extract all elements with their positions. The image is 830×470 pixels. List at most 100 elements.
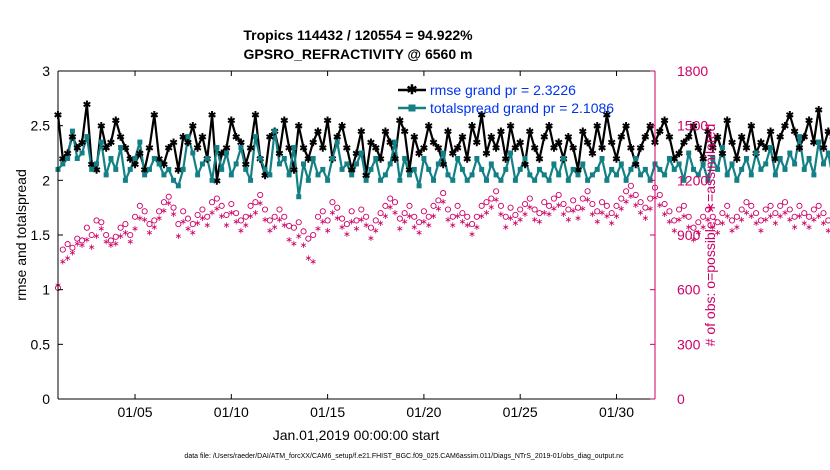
rmse-point: ✱ bbox=[193, 144, 202, 155]
obs-assimilated-point: ∗ bbox=[420, 216, 428, 226]
obs-assimilated-point: ∗ bbox=[478, 211, 486, 221]
obs-possible-point bbox=[680, 202, 687, 209]
spread-point bbox=[445, 172, 451, 178]
spread-point bbox=[768, 145, 774, 151]
spread-point bbox=[686, 150, 692, 156]
obs-assimilated-point: ∗ bbox=[776, 211, 784, 221]
legend-rmse-marker: ✱ bbox=[407, 82, 418, 97]
obs-possible-point bbox=[180, 208, 187, 215]
obs-assimilated-point: ∗ bbox=[295, 231, 303, 241]
obs-possible-point bbox=[724, 202, 731, 209]
obs-assimilated-point: ∗ bbox=[117, 231, 125, 241]
rmse-point: ✱ bbox=[381, 127, 390, 138]
obs-possible-point bbox=[642, 204, 649, 211]
obs-assimilated-point: ∗ bbox=[199, 213, 207, 223]
rmse-point: ✱ bbox=[497, 127, 506, 138]
spread-point bbox=[291, 145, 297, 151]
y-left-tick-label: 2.5 bbox=[31, 118, 51, 134]
obs-assimilated-point: ∗ bbox=[666, 216, 674, 226]
spread-point bbox=[546, 177, 552, 183]
spread-point bbox=[455, 155, 461, 161]
obs-assimilated-point: ∗ bbox=[88, 242, 96, 252]
obs-assimilated-point: ∗ bbox=[781, 207, 789, 217]
obs-possible-point bbox=[449, 213, 456, 220]
obs-assimilated-point: ∗ bbox=[276, 215, 284, 225]
spread-point bbox=[710, 155, 716, 161]
spread-point bbox=[748, 172, 754, 178]
obs-possible-point bbox=[64, 241, 71, 248]
spread-point bbox=[666, 155, 672, 161]
obs-possible-point bbox=[79, 237, 86, 244]
spread-point bbox=[132, 155, 138, 161]
obs-possible-point bbox=[810, 206, 817, 213]
obs-assimilated-point: ∗ bbox=[73, 238, 81, 248]
rmse-point: ✱ bbox=[473, 138, 482, 149]
spread-point bbox=[628, 166, 634, 172]
obs-possible-point bbox=[762, 206, 769, 213]
rmse-point: ✱ bbox=[795, 144, 804, 155]
rmse-point: ✱ bbox=[487, 133, 496, 144]
spread-point bbox=[604, 177, 610, 183]
spread-point bbox=[349, 172, 355, 178]
obs-assimilated-point: ∗ bbox=[805, 222, 813, 232]
obs-possible-point bbox=[493, 188, 500, 195]
spread-point bbox=[483, 177, 489, 183]
x-tick-label: 01/10 bbox=[214, 404, 249, 420]
rmse-point: ✱ bbox=[290, 165, 299, 176]
y-left-tick-label: 0.5 bbox=[31, 336, 51, 352]
rmse-point: ✱ bbox=[723, 116, 732, 127]
y-right-tick-label: 1500 bbox=[677, 118, 708, 134]
rmse-point: ✱ bbox=[786, 111, 795, 122]
obs-assimilated-point: ∗ bbox=[151, 222, 159, 232]
spread-point bbox=[402, 155, 408, 161]
obs-possible-point bbox=[387, 195, 394, 202]
obs-possible-point bbox=[353, 217, 360, 224]
obs-assimilated-point: ∗ bbox=[680, 211, 688, 221]
spread-point bbox=[662, 172, 668, 178]
spread-point bbox=[103, 172, 109, 178]
obs-possible-point bbox=[695, 219, 702, 226]
spread-point bbox=[536, 166, 542, 172]
obs-possible-point bbox=[406, 202, 413, 209]
obs-possible-point bbox=[358, 206, 365, 213]
rmse-point: ✱ bbox=[155, 154, 164, 165]
rmse-point: ✱ bbox=[391, 154, 400, 165]
obs-assimilated-point: ∗ bbox=[290, 238, 298, 248]
obs-assimilated-point: ∗ bbox=[329, 207, 337, 217]
obs-assimilated-point: ∗ bbox=[348, 216, 356, 226]
obs-possible-point bbox=[252, 199, 259, 206]
obs-assimilated-point: ∗ bbox=[391, 207, 399, 217]
rmse-point: ✱ bbox=[646, 122, 655, 133]
obs-assimilated-point: ∗ bbox=[584, 195, 592, 205]
obs-assimilated-point: ∗ bbox=[102, 236, 110, 246]
y-right-tick-label: 1200 bbox=[677, 172, 708, 188]
obs-assimilated-point: ∗ bbox=[762, 215, 770, 225]
obs-possible-point bbox=[107, 237, 115, 244]
spread-point bbox=[715, 166, 721, 172]
rmse-point: ✱ bbox=[217, 149, 226, 160]
obs-assimilated-point: ∗ bbox=[786, 215, 794, 225]
rmse-point: ✱ bbox=[511, 144, 520, 155]
rmse-point: ✱ bbox=[429, 138, 438, 149]
spread-point bbox=[89, 166, 95, 172]
obs-assimilated-point: ∗ bbox=[435, 204, 443, 214]
obs-possible-point bbox=[165, 193, 172, 200]
rmse-point: ✱ bbox=[150, 111, 159, 122]
obs-possible-point bbox=[440, 190, 447, 197]
spread-point bbox=[551, 161, 557, 167]
rmse-point: ✱ bbox=[184, 138, 193, 149]
obs-assimilated-point: ∗ bbox=[598, 207, 606, 217]
obs-possible-point bbox=[468, 221, 476, 228]
spread-point bbox=[74, 155, 80, 161]
rmse-point: ✱ bbox=[347, 165, 356, 176]
rmse-point: ✱ bbox=[685, 133, 694, 144]
rmse-point: ✱ bbox=[362, 171, 371, 182]
obs-possible-point bbox=[160, 199, 167, 206]
obs-possible-point bbox=[228, 200, 235, 208]
spread-point bbox=[705, 177, 711, 183]
y-right-tick-label: 900 bbox=[677, 227, 701, 243]
spread-point bbox=[108, 155, 114, 161]
obs-possible-point bbox=[300, 228, 307, 235]
obs-possible-point bbox=[632, 191, 639, 198]
spread-point bbox=[594, 166, 600, 172]
